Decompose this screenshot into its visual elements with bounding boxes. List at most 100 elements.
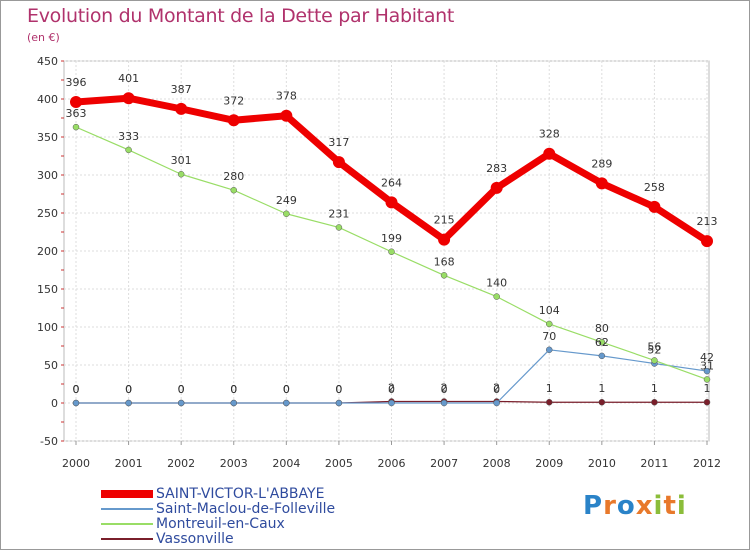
data-point <box>335 399 343 407</box>
data-label: 0 <box>388 383 395 396</box>
data-point <box>651 357 658 364</box>
data-label: 0 <box>73 383 80 396</box>
data-label: 1 <box>704 382 711 395</box>
x-tick-label: 2004 <box>272 457 300 470</box>
data-point <box>125 146 132 154</box>
data-label: 280 <box>223 170 244 183</box>
y-tick-label: 200 <box>37 245 58 258</box>
x-tick-label: 2000 <box>62 457 90 470</box>
y-tick-label: 0 <box>51 397 58 410</box>
x-tick-label: 2009 <box>535 457 563 470</box>
data-label: 213 <box>697 215 718 228</box>
data-label: 249 <box>276 194 297 207</box>
legend-label: Saint-Maclou-de-Folleville <box>156 501 336 517</box>
x-tick-label: 2010 <box>588 457 616 470</box>
legend-swatch <box>101 508 153 510</box>
y-tick-label: 300 <box>37 169 58 182</box>
x-tick-label: 2005 <box>325 457 353 470</box>
data-label: 0 <box>178 383 185 396</box>
data-label: 70 <box>542 330 556 343</box>
data-point <box>438 233 451 246</box>
data-label: 199 <box>381 232 402 245</box>
data-point <box>72 399 80 407</box>
data-label: 0 <box>73 383 80 396</box>
x-tick-label: 2003 <box>220 457 248 470</box>
data-point <box>388 399 395 407</box>
data-point <box>703 367 711 375</box>
data-label: 328 <box>539 128 560 141</box>
y-tick-label: 100 <box>37 321 58 334</box>
data-label: 396 <box>66 76 87 89</box>
logo-letter: r <box>603 491 617 521</box>
data-label: 80 <box>595 322 609 335</box>
data-point <box>546 398 553 406</box>
data-point <box>490 181 503 194</box>
data-point <box>543 147 556 160</box>
data-label: 231 <box>328 207 349 220</box>
data-label: 258 <box>644 181 665 194</box>
data-label: 0 <box>283 383 290 396</box>
logo-letter: i <box>653 491 664 521</box>
legend-label: Montreuil-en-Caux <box>156 516 285 532</box>
legend-label: Vassonville <box>156 531 234 547</box>
data-point <box>493 293 500 300</box>
series-2 <box>72 123 711 383</box>
data-point <box>72 123 80 131</box>
data-label: 215 <box>434 214 455 227</box>
data-point <box>598 352 606 360</box>
data-point <box>177 170 185 178</box>
data-label: 283 <box>486 162 507 175</box>
data-point <box>122 92 135 105</box>
x-tick-label: 2002 <box>167 457 195 470</box>
data-label: 2 <box>493 381 500 394</box>
logo-letter: o <box>616 491 636 521</box>
legend-label: SAINT-VICTOR-L'ABBAYE <box>156 486 325 502</box>
data-label: 0 <box>493 383 500 396</box>
data-point <box>177 399 185 407</box>
data-label: 0 <box>283 383 290 396</box>
data-label: 1 <box>598 382 605 395</box>
data-label: 1 <box>546 382 553 395</box>
y-tick-label: 50 <box>44 359 58 372</box>
data-point <box>332 156 345 169</box>
logo-letter: t <box>663 491 677 521</box>
data-point <box>595 177 608 190</box>
x-tick-label: 2007 <box>430 457 458 470</box>
data-label: 0 <box>441 383 448 396</box>
data-point <box>440 272 448 279</box>
data-point <box>280 109 293 122</box>
logo-letter: P <box>583 491 604 521</box>
x-tick-label: 2011 <box>640 457 668 470</box>
data-label: 0 <box>230 383 237 396</box>
data-label: 333 <box>118 130 139 143</box>
data-label: 0 <box>125 383 132 396</box>
data-point <box>283 210 290 218</box>
chart-title: Evolution du Montant de la Dette par Hab… <box>27 5 455 27</box>
data-label: 31 <box>700 359 714 372</box>
data-label: 387 <box>171 83 192 96</box>
data-label: 401 <box>118 72 139 85</box>
data-point <box>493 399 500 407</box>
data-label: 52 <box>647 343 661 356</box>
data-point <box>701 235 713 248</box>
data-label: 0 <box>125 383 132 396</box>
data-point <box>335 224 343 231</box>
data-label: 56 <box>647 340 661 353</box>
y-tick-label: 400 <box>37 93 58 106</box>
x-tick-label: 2006 <box>378 457 406 470</box>
data-label: 301 <box>171 154 192 167</box>
data-label: 317 <box>328 136 349 149</box>
logo-letter: i <box>676 491 687 521</box>
y-tick-label: 250 <box>37 207 58 220</box>
data-label: 0 <box>335 383 342 396</box>
data-label: 372 <box>223 94 244 107</box>
data-label: 62 <box>595 336 609 349</box>
data-point <box>385 196 398 209</box>
x-tick-label: 2008 <box>483 457 511 470</box>
data-label: 2 <box>441 381 448 394</box>
data-point <box>230 186 237 194</box>
y-tick-label: 350 <box>37 131 58 144</box>
data-label: 264 <box>381 176 402 189</box>
